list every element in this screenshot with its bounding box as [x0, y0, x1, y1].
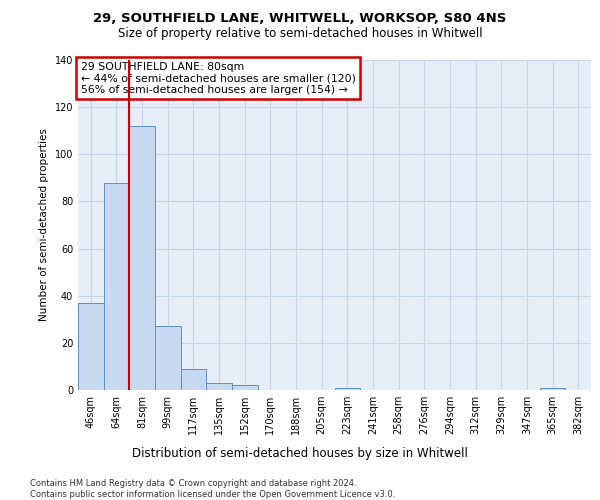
- Text: 29 SOUTHFIELD LANE: 80sqm
← 44% of semi-detached houses are smaller (120)
56% of: 29 SOUTHFIELD LANE: 80sqm ← 44% of semi-…: [80, 62, 355, 95]
- Text: Distribution of semi-detached houses by size in Whitwell: Distribution of semi-detached houses by …: [132, 448, 468, 460]
- Bar: [540, 388, 565, 390]
- Bar: [104, 182, 130, 390]
- Bar: [232, 386, 257, 390]
- Bar: [335, 388, 360, 390]
- Bar: [181, 369, 206, 390]
- Text: Contains public sector information licensed under the Open Government Licence v3: Contains public sector information licen…: [30, 490, 395, 499]
- Bar: [155, 326, 181, 390]
- Text: 29, SOUTHFIELD LANE, WHITWELL, WORKSOP, S80 4NS: 29, SOUTHFIELD LANE, WHITWELL, WORKSOP, …: [94, 12, 506, 26]
- Text: Size of property relative to semi-detached houses in Whitwell: Size of property relative to semi-detach…: [118, 28, 482, 40]
- Bar: [78, 303, 104, 390]
- Bar: [206, 383, 232, 390]
- Bar: [130, 126, 155, 390]
- Y-axis label: Number of semi-detached properties: Number of semi-detached properties: [39, 128, 49, 322]
- Text: Contains HM Land Registry data © Crown copyright and database right 2024.: Contains HM Land Registry data © Crown c…: [30, 479, 356, 488]
